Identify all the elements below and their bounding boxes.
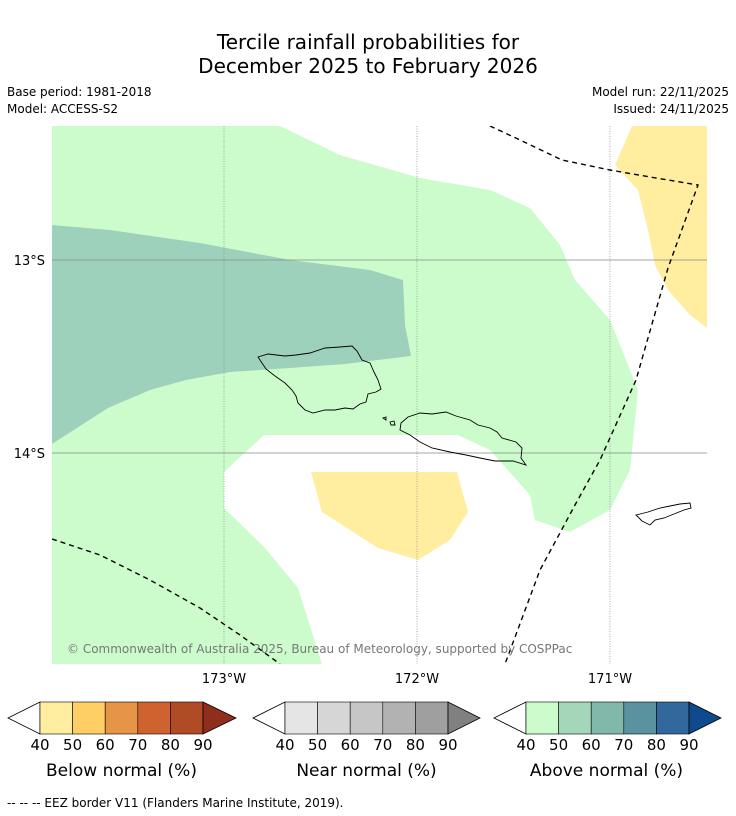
colorbar-below-box-1 <box>72 701 106 735</box>
savaii-island <box>257 345 382 414</box>
gridlines <box>52 126 707 664</box>
axis-labels: 13°S 14°S 173°W 172°W 171°W <box>14 254 633 687</box>
eez-border-southwest <box>52 538 281 664</box>
colorbar-above-tick-80: 80 <box>647 736 666 754</box>
meta-left: Base period: 1981-2018 Model: ACCESS-S2 <box>7 84 152 118</box>
colorbar-below: 40 50 60 70 80 90 <box>7 701 237 754</box>
below-normal-40-region-south <box>311 472 468 560</box>
colorbar-below-tick-90: 90 <box>193 736 212 754</box>
colorbar-below-tick-80: 80 <box>161 736 180 754</box>
colorbar-above-box-3 <box>623 701 657 735</box>
base-period: Base period: 1981-2018 <box>7 85 152 99</box>
lon-label-172w: 172°W <box>395 672 439 687</box>
model-run: Model run: 22/11/2025 <box>591 85 729 99</box>
colorbar-below-tick-70: 70 <box>128 736 147 754</box>
colorbar-near-tick-50: 50 <box>308 736 327 754</box>
title-line-2: December 2025 to February 2026 <box>198 54 538 78</box>
map-title: Tercile rainfall probabilities for Decem… <box>0 30 736 78</box>
colorbar-above-box-4 <box>656 701 690 735</box>
colorbar-above-over-triangle <box>688 701 722 735</box>
issued-date: Issued: 24/11/2025 <box>613 102 729 116</box>
colorbar-below-box-3 <box>137 701 171 735</box>
colorbar-above-box-1 <box>558 701 592 735</box>
colorbar-above-tick-70: 70 <box>614 736 633 754</box>
colorbar-below-box-2 <box>104 701 139 735</box>
colorbar-above-under-triangle <box>493 701 527 735</box>
eez-note: -- -- -- EEZ border V11 (Flanders Marine… <box>7 796 344 810</box>
colorbar-below-over-triangle <box>202 701 237 735</box>
colorbar-near: 40 50 60 70 80 90 <box>252 701 481 754</box>
colorbar-above-tick-50: 50 <box>549 736 568 754</box>
legend-label-above: Above normal (%) <box>529 761 684 781</box>
colorbar-near-tick-40: 40 <box>275 736 294 754</box>
apolima-islet <box>389 420 396 426</box>
colorbar-near-box-3 <box>382 701 416 735</box>
upolu-island <box>399 411 528 466</box>
colorbar-below-box-0 <box>39 701 73 735</box>
eez-border-north <box>489 126 699 664</box>
lat-label-13s: 13°S <box>14 254 45 269</box>
colorbar-below-under-triangle <box>7 701 41 735</box>
model-name: Model: ACCESS-S2 <box>7 102 119 116</box>
colorbar-near-box-2 <box>349 701 384 735</box>
colorbar-near-tick-90: 90 <box>438 736 457 754</box>
colorbar-near-tick-60: 60 <box>341 736 360 754</box>
colorbar-near-box-4 <box>415 701 449 735</box>
map-area: © Commonwealth of Australia 2025, Bureau… <box>52 126 707 664</box>
lon-label-173w: 173°W <box>202 672 246 687</box>
colorbar-below-tick-50: 50 <box>63 736 82 754</box>
colorbar-near-under-triangle <box>252 701 286 735</box>
colorbars: 40 50 60 70 80 90 40 50 60 70 80 90 40 50 60 70 80 90 <box>7 701 722 754</box>
colorbar-above-box-0 <box>525 701 559 735</box>
lon-label-171w: 171°W <box>588 672 632 687</box>
above-normal-50-region <box>52 225 411 444</box>
colorbar-near-box-1 <box>317 701 351 735</box>
colorbar-above: 40 50 60 70 80 90 <box>493 701 722 754</box>
colorbar-near-box-0 <box>284 701 318 735</box>
colorbar-near-tick-70: 70 <box>373 736 392 754</box>
colorbar-below-box-4 <box>170 701 204 735</box>
eez-borders <box>52 126 699 664</box>
below-normal-40-region-ne <box>615 126 707 328</box>
legend-label-below: Below normal (%) <box>46 761 197 781</box>
title-line-1: Tercile rainfall probabilities for <box>216 30 520 54</box>
manono-islet <box>381 416 387 421</box>
colorbar-above-box-2 <box>590 701 625 735</box>
colorbar-above-tick-60: 60 <box>582 736 601 754</box>
meta-right: Model run: 22/11/2025 Issued: 24/11/2025 <box>592 84 729 118</box>
colorbar-below-tick-60: 60 <box>96 736 115 754</box>
legend-label-near: Near normal (%) <box>296 761 437 781</box>
colorbar-above-tick-40: 40 <box>516 736 535 754</box>
colorbar-near-tick-80: 80 <box>406 736 425 754</box>
colorbar-above-tick-90: 90 <box>679 736 698 754</box>
colorbar-below-tick-40: 40 <box>30 736 49 754</box>
map-copyright: © Commonwealth of Australia 2025, Bureau… <box>67 642 572 656</box>
lat-label-14s: 14°S <box>14 447 45 462</box>
tutuila-island <box>635 502 692 526</box>
colorbar-near-over-triangle <box>447 701 481 735</box>
islands <box>257 345 692 526</box>
